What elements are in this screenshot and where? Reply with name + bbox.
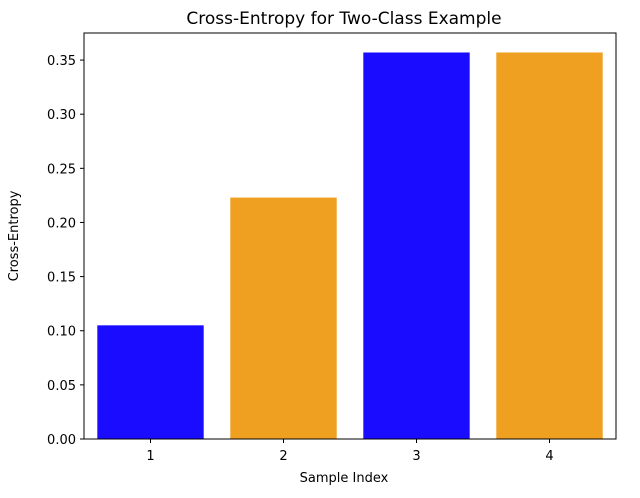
x-axis-label: Sample Index	[300, 471, 389, 486]
y-tick-label: 0.30	[47, 108, 76, 123]
bar-4	[496, 52, 603, 439]
bars-group	[97, 52, 603, 439]
y-tick-label: 0.10	[47, 325, 76, 340]
bar-3	[363, 52, 470, 439]
y-tick-label: 0.25	[47, 162, 76, 177]
x-tick-label: 3	[412, 449, 420, 464]
chart-title: Cross-Entropy for Two-Class Example	[186, 9, 501, 29]
bar-2	[230, 197, 337, 439]
y-ticks-group: 0.00 0.05 0.10 0.15 0.20 0.25 0.30 0.35	[47, 54, 84, 448]
x-tick-label: 1	[146, 449, 154, 464]
y-axis-label: Cross-Entropy	[7, 190, 22, 281]
bar-1	[97, 325, 204, 439]
y-tick-label: 0.00	[47, 433, 76, 448]
plot-frame	[83, 32, 617, 440]
y-tick-label: 0.35	[47, 54, 76, 69]
x-ticks-group: 1 2 3 4	[146, 439, 554, 464]
x-tick-label: 4	[545, 449, 553, 464]
y-tick-label: 0.20	[47, 216, 76, 231]
x-tick-label: 2	[279, 449, 287, 464]
y-tick-label: 0.15	[47, 271, 76, 286]
y-tick-label: 0.05	[47, 379, 76, 394]
